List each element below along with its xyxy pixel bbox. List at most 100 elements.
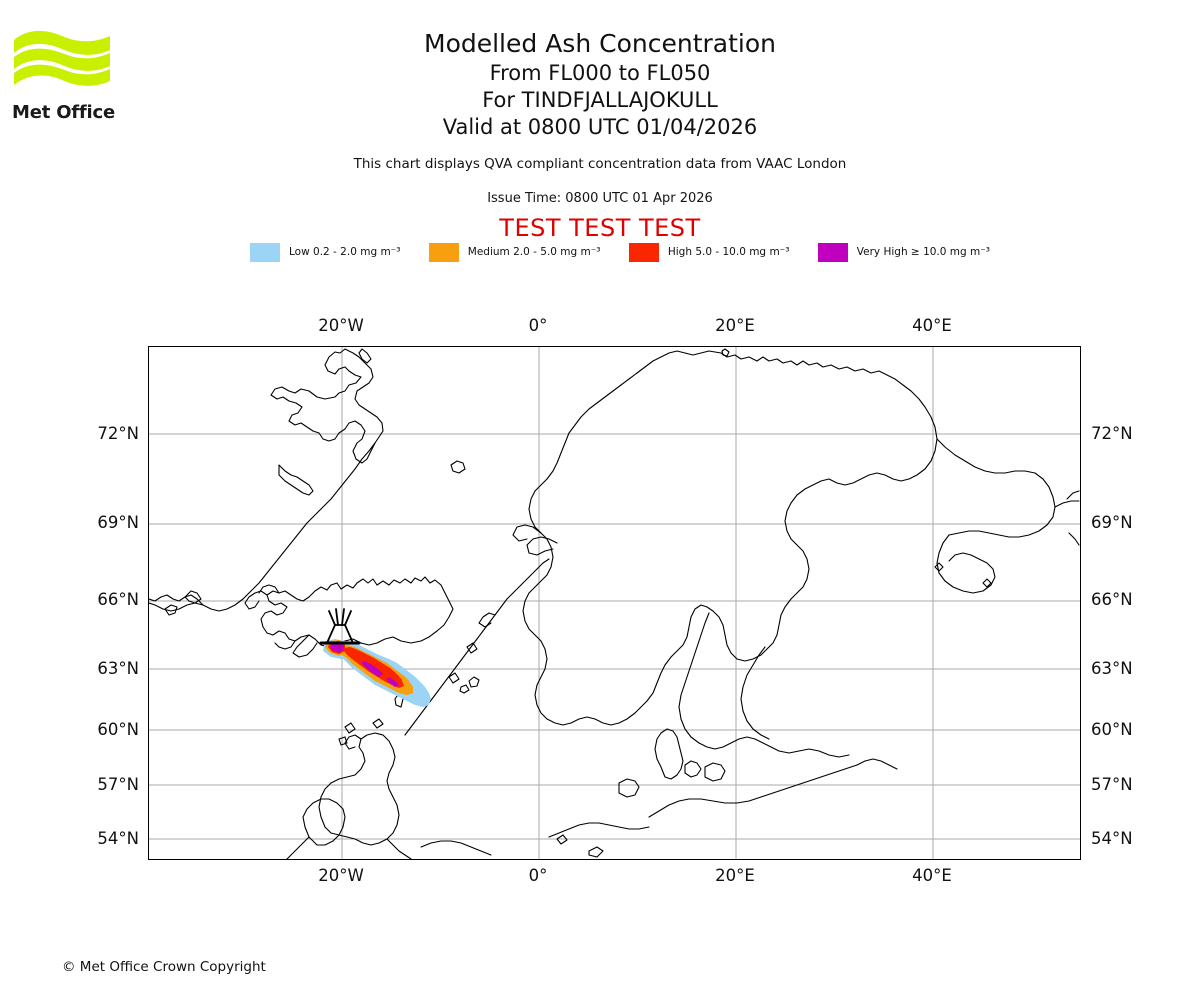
lat-label-left-63n: 63°N xyxy=(97,659,139,678)
coastline-scandinavia xyxy=(522,350,938,726)
legend-item-high: High 5.0 - 10.0 mg m⁻³ xyxy=(628,241,790,263)
coastline-greenland-south xyxy=(149,442,376,612)
coastline-island-small-4 xyxy=(588,846,604,858)
lon-label-bottom-20e: 20°E xyxy=(715,866,755,885)
lon-label-bottom-20w: 20°W xyxy=(318,866,364,885)
logo-wordmark: Met Office xyxy=(12,102,116,123)
concentration-legend: Low 0.2 - 2.0 mg m⁻³ Medium 2.0 - 5.0 mg… xyxy=(250,241,990,263)
coastline-lake-1 xyxy=(618,778,640,798)
valid-time-line: Valid at 0800 UTC 01/04/2026 xyxy=(442,115,758,139)
legend-swatch-medium xyxy=(428,242,459,262)
coastline-hebrides-2 xyxy=(338,736,348,746)
coastline-denmark xyxy=(654,728,684,780)
legend-label-low: Low 0.2 - 2.0 mg m⁻³ xyxy=(289,246,401,258)
legend-label-medium: Medium 2.0 - 5.0 mg m⁻³ xyxy=(467,246,601,258)
lon-label-bottom-0: 0° xyxy=(528,866,548,885)
coastline-norway-island-1 xyxy=(466,642,478,654)
coastline-island-small-2 xyxy=(934,562,944,572)
coastline-iceland-peninsula xyxy=(292,634,318,658)
lat-label-right-69n: 69°N xyxy=(1091,513,1133,532)
coastline-greenland xyxy=(270,348,384,464)
coastline-lofoten-2 xyxy=(512,524,542,542)
lat-label-left-72n: 72°N xyxy=(97,424,139,443)
coastline-lofoten xyxy=(526,536,558,556)
coastline-greenland-inlet xyxy=(278,464,314,496)
coastline-greenland-nub-1 xyxy=(358,348,372,364)
plume-contour-very-high xyxy=(330,642,344,653)
ash-plume xyxy=(323,639,431,707)
legend-swatch-high xyxy=(628,242,659,262)
volcano-symbol xyxy=(319,608,361,645)
plume-contour-very-high-3 xyxy=(386,677,399,687)
coastline-northern-europe xyxy=(648,764,858,818)
issue-time: Issue Time: 0800 UTC 01 Apr 2026 xyxy=(487,191,713,206)
coastline-denmark-zealand xyxy=(704,762,726,782)
met-office-logo: Met Office xyxy=(12,26,122,123)
coastline-norway-coast-detail xyxy=(478,612,496,628)
coastline-england-south xyxy=(386,838,412,859)
logo-waves-icon xyxy=(14,30,110,86)
legend-item-low: Low 0.2 - 2.0 mg m⁻³ xyxy=(250,241,400,263)
legend-label-high: High 5.0 - 10.0 mg m⁻³ xyxy=(667,246,790,258)
coastline-baltic-coast xyxy=(856,758,898,770)
legend-item-medium: Medium 2.0 - 5.0 mg m⁻³ xyxy=(428,241,601,263)
chart-caption: This chart displays QVA compliant concen… xyxy=(353,156,847,172)
lat-label-right-60n: 60°N xyxy=(1091,720,1133,739)
lon-label-top-40e: 40°E xyxy=(912,316,952,335)
test-banner: TEST TEST TEST xyxy=(499,214,701,242)
coastline-white-sea-inner xyxy=(948,552,980,562)
coastline-island-small-1 xyxy=(982,578,992,588)
lon-label-top-20w: 20°W xyxy=(318,316,364,335)
coastline-ireland xyxy=(302,798,346,846)
coastline-novaya xyxy=(1066,490,1080,500)
coastline-iceland xyxy=(260,576,454,648)
copyright-notice: © Met Office Crown Copyright xyxy=(62,959,266,975)
coastline-faroes-2 xyxy=(459,684,470,694)
plume-contour-very-high-2 xyxy=(361,661,383,677)
coastline-faroes-1 xyxy=(468,676,480,688)
coastline-island-small-3 xyxy=(556,834,568,845)
lon-label-bottom-40e: 40°E xyxy=(912,866,952,885)
coastline-greenland-sw-detail xyxy=(149,594,204,606)
coastline-russia-east-2 xyxy=(1068,532,1080,546)
coastline-ireland-south xyxy=(286,836,310,859)
coastline-greenland-island-2 xyxy=(164,604,178,616)
volcano-cone xyxy=(326,624,354,644)
coastline-iceland-fjord-1 xyxy=(274,640,296,650)
coastline-iceland-nw-detail xyxy=(258,584,280,594)
legend-swatch-low xyxy=(250,242,280,262)
coastline-bothnia xyxy=(678,612,780,752)
coastline-scotland-nw xyxy=(344,734,362,750)
lat-label-right-54n: 54°N xyxy=(1091,829,1133,848)
lon-label-top-20e: 20°E xyxy=(715,316,755,335)
coastlines xyxy=(149,348,1080,859)
volcano-eruption-line-4 xyxy=(344,610,352,626)
lat-label-left-57n: 57°N xyxy=(97,775,139,794)
legend-swatch-very-high xyxy=(817,242,848,262)
legend-label-very-high: Very High ≥ 10.0 mg m⁻³ xyxy=(856,246,990,258)
coastline-norway-island-2 xyxy=(448,672,460,684)
title-block: Modelled Ash Concentration From FL000 to… xyxy=(0,28,1200,141)
coastline-jan-mayen xyxy=(450,460,466,474)
map-gridlines xyxy=(149,347,1080,859)
flight-level-line: From FL000 to FL050 xyxy=(489,61,711,85)
coastline-denmark-islands xyxy=(684,760,702,778)
lat-label-left-66n: 66°N xyxy=(97,590,139,609)
lat-label-right-66n: 66°N xyxy=(1091,590,1133,609)
coastline-great-britain xyxy=(318,732,400,846)
volcano-eruption-line-1 xyxy=(328,610,336,626)
volcano-name-line: For TINDFJALLAJOKULL xyxy=(482,88,718,112)
volcano-eruption-line-2 xyxy=(335,608,339,626)
map-plot-area[interactable] xyxy=(148,346,1081,860)
coastline-greenland-island-1 xyxy=(184,590,202,604)
lat-label-left-54n: 54°N xyxy=(97,829,139,848)
lat-label-right-72n: 72°N xyxy=(1091,424,1133,443)
volcano-eruption-line-3 xyxy=(341,608,345,626)
coastline-netherlands xyxy=(548,822,650,838)
coastline-finland-west xyxy=(740,646,770,740)
coastline-gulf-finland xyxy=(778,748,850,758)
coastline-kola xyxy=(936,534,996,594)
coastline-orkney xyxy=(372,718,384,729)
coastline-norway-fjords xyxy=(404,558,550,736)
coastline-white-sea xyxy=(936,438,1056,538)
